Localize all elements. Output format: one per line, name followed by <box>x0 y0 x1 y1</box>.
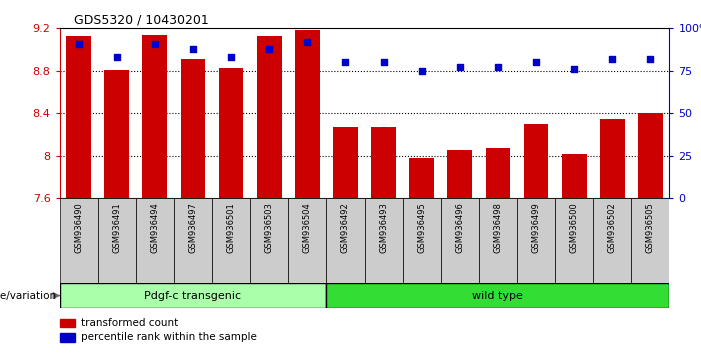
Text: GSM936503: GSM936503 <box>265 202 273 253</box>
Text: GSM936495: GSM936495 <box>417 202 426 253</box>
Bar <box>257 36 282 198</box>
Bar <box>97 198 136 283</box>
Bar <box>67 36 91 198</box>
Text: GSM936502: GSM936502 <box>608 202 617 253</box>
Text: GSM936493: GSM936493 <box>379 202 388 253</box>
Bar <box>593 198 632 283</box>
Bar <box>327 198 365 283</box>
Text: GSM936498: GSM936498 <box>494 202 503 253</box>
Text: wild type: wild type <box>472 291 524 301</box>
Bar <box>486 148 510 198</box>
Bar <box>555 198 593 283</box>
Text: genotype/variation: genotype/variation <box>0 291 56 301</box>
Bar <box>638 113 662 198</box>
Point <box>187 46 198 52</box>
Bar <box>372 127 396 198</box>
Bar <box>142 35 168 198</box>
Point <box>378 59 389 65</box>
Text: GSM936499: GSM936499 <box>531 202 540 253</box>
Bar <box>600 119 625 198</box>
Text: percentile rank within the sample: percentile rank within the sample <box>81 332 257 342</box>
Bar <box>136 198 174 283</box>
Text: GSM936492: GSM936492 <box>341 202 350 253</box>
Bar <box>288 198 327 283</box>
Point <box>454 64 465 70</box>
Point <box>645 56 656 62</box>
Bar <box>524 124 548 198</box>
Bar <box>60 283 327 308</box>
Bar <box>365 198 402 283</box>
Bar <box>60 319 75 327</box>
Bar <box>441 198 479 283</box>
Point <box>226 55 237 60</box>
Bar <box>60 333 75 342</box>
Bar <box>517 198 555 283</box>
Bar <box>327 283 669 308</box>
Point <box>569 66 580 72</box>
Text: GSM936497: GSM936497 <box>189 202 198 253</box>
Bar <box>181 59 205 198</box>
Point <box>301 39 313 45</box>
Point <box>149 41 161 46</box>
Text: GDS5320 / 10430201: GDS5320 / 10430201 <box>74 13 208 27</box>
Text: GSM936496: GSM936496 <box>456 202 464 253</box>
Bar <box>632 198 669 283</box>
Bar <box>409 158 434 198</box>
Bar <box>333 127 358 198</box>
Point <box>264 46 275 52</box>
Text: transformed count: transformed count <box>81 318 178 328</box>
Point <box>416 68 428 74</box>
Bar <box>60 198 97 283</box>
Text: GSM936504: GSM936504 <box>303 202 312 253</box>
Point <box>340 59 351 65</box>
Point <box>492 64 503 70</box>
Bar <box>402 198 441 283</box>
Point <box>111 55 123 60</box>
Text: GSM936494: GSM936494 <box>151 202 159 253</box>
Text: GSM936501: GSM936501 <box>226 202 236 253</box>
Bar <box>174 198 212 283</box>
Text: GSM936500: GSM936500 <box>570 202 578 253</box>
Bar <box>447 150 472 198</box>
Bar <box>250 198 288 283</box>
Point <box>606 56 618 62</box>
Point <box>73 41 84 46</box>
Text: GSM936505: GSM936505 <box>646 202 655 253</box>
Bar <box>562 154 587 198</box>
Bar <box>104 70 129 198</box>
Bar <box>212 198 250 283</box>
Point <box>531 59 542 65</box>
Text: GSM936490: GSM936490 <box>74 202 83 253</box>
Bar <box>295 30 320 198</box>
Text: GSM936491: GSM936491 <box>112 202 121 253</box>
Text: Pdgf-c transgenic: Pdgf-c transgenic <box>144 291 242 301</box>
Bar <box>219 68 243 198</box>
Bar <box>479 198 517 283</box>
